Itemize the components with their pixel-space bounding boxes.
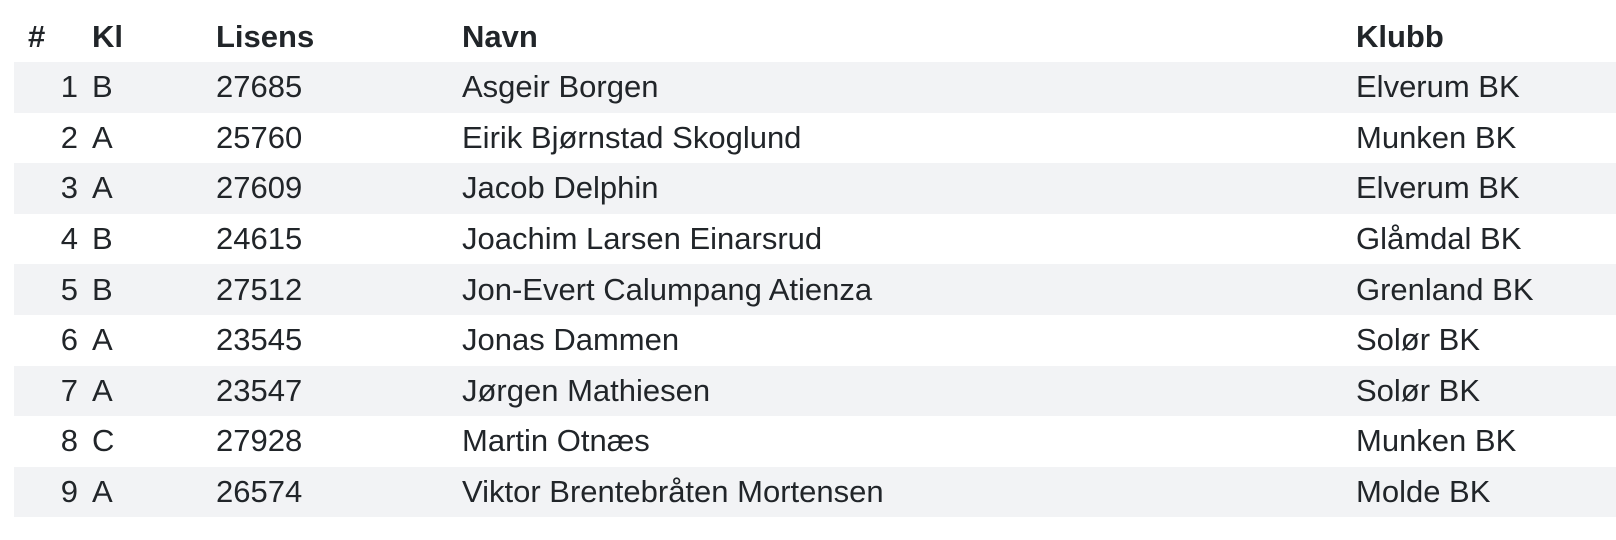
row-lisens: 23547 (216, 365, 462, 417)
header-lisens: Lisens (216, 19, 315, 54)
row-num: 9 (14, 466, 92, 518)
row-klubb: Munken BK (1356, 416, 1616, 467)
table-row: 8 C 27928 Martin Otnæs Munken BK (14, 416, 1616, 467)
row-klubb: Solør BK (1356, 314, 1616, 366)
row-num: 1 (14, 62, 92, 113)
header-kl: Kl (92, 19, 123, 54)
row-num: 3 (14, 163, 92, 214)
table-row: 3 A 27609 Jacob Delphin Elverum BK (14, 163, 1616, 214)
row-lisens: 27685 (216, 62, 462, 113)
row-navn: Jonas Dammen (462, 314, 1356, 366)
player-list: # Kl Lisens Navn Klubb 1 B 27685 Asgeir … (14, 12, 1616, 518)
row-num: 8 (14, 416, 92, 467)
row-navn: Jørgen Mathiesen (462, 365, 1356, 417)
table-row: 4 B 24615 Joachim Larsen Einarsrud Glåmd… (14, 213, 1616, 265)
row-klubb: Glåmdal BK (1356, 213, 1616, 265)
row-navn: Asgeir Borgen (462, 62, 1356, 113)
row-lisens: 24615 (216, 213, 462, 265)
row-num: 4 (14, 213, 92, 265)
row-kl: A (92, 365, 216, 417)
row-lisens: 27512 (216, 264, 462, 315)
row-kl: B (92, 62, 216, 113)
row-kl: B (92, 264, 216, 315)
player-table: # Kl Lisens Navn Klubb 1 B 27685 Asgeir … (14, 12, 1616, 518)
row-kl: A (92, 314, 216, 366)
row-navn: Joachim Larsen Einarsrud (462, 213, 1356, 265)
row-klubb: Grenland BK (1356, 264, 1616, 315)
row-navn: Jacob Delphin (462, 163, 1356, 214)
table-row: 2 A 25760 Eirik Bjørnstad Skoglund Munke… (14, 112, 1616, 164)
table-row: 1 B 27685 Asgeir Borgen Elverum BK (14, 62, 1616, 113)
header-navn: Navn (462, 19, 538, 54)
table-row: 7 A 23547 Jørgen Mathiesen Solør BK (14, 365, 1616, 417)
row-lisens: 23545 (216, 314, 462, 366)
row-lisens: 27928 (216, 416, 462, 467)
table-row: 5 B 27512 Jon-Evert Calumpang Atienza Gr… (14, 264, 1616, 315)
row-kl: C (92, 416, 216, 467)
header-klubb: Klubb (1356, 19, 1444, 54)
row-navn: Eirik Bjørnstad Skoglund (462, 112, 1356, 164)
row-kl: A (92, 163, 216, 214)
row-klubb: Munken BK (1356, 112, 1616, 164)
row-kl: A (92, 112, 216, 164)
header-row: # Kl Lisens Navn Klubb (14, 12, 1616, 62)
row-navn: Martin Otnæs (462, 416, 1356, 467)
row-lisens: 26574 (216, 466, 462, 518)
table-header: # Kl Lisens Navn Klubb (14, 12, 1616, 62)
row-lisens: 25760 (216, 112, 462, 164)
row-lisens: 27609 (216, 163, 462, 214)
row-num: 2 (14, 112, 92, 164)
row-klubb: Solør BK (1356, 365, 1616, 417)
row-num: 5 (14, 264, 92, 315)
row-klubb: Elverum BK (1356, 163, 1616, 214)
row-num: 6 (14, 314, 92, 366)
row-num: 7 (14, 365, 92, 417)
row-klubb: Molde BK (1356, 466, 1616, 518)
row-navn: Viktor Brentebråten Mortensen (462, 466, 1356, 518)
table-row: 6 A 23545 Jonas Dammen Solør BK (14, 314, 1616, 366)
table-row: 9 A 26574 Viktor Brentebråten Mortensen … (14, 466, 1616, 518)
table-body: 1 B 27685 Asgeir Borgen Elverum BK 2 A 2… (14, 62, 1616, 518)
header-num: # (28, 19, 46, 54)
row-navn: Jon-Evert Calumpang Atienza (462, 264, 1356, 315)
row-klubb: Elverum BK (1356, 62, 1616, 113)
row-kl: A (92, 466, 216, 518)
row-kl: B (92, 213, 216, 265)
